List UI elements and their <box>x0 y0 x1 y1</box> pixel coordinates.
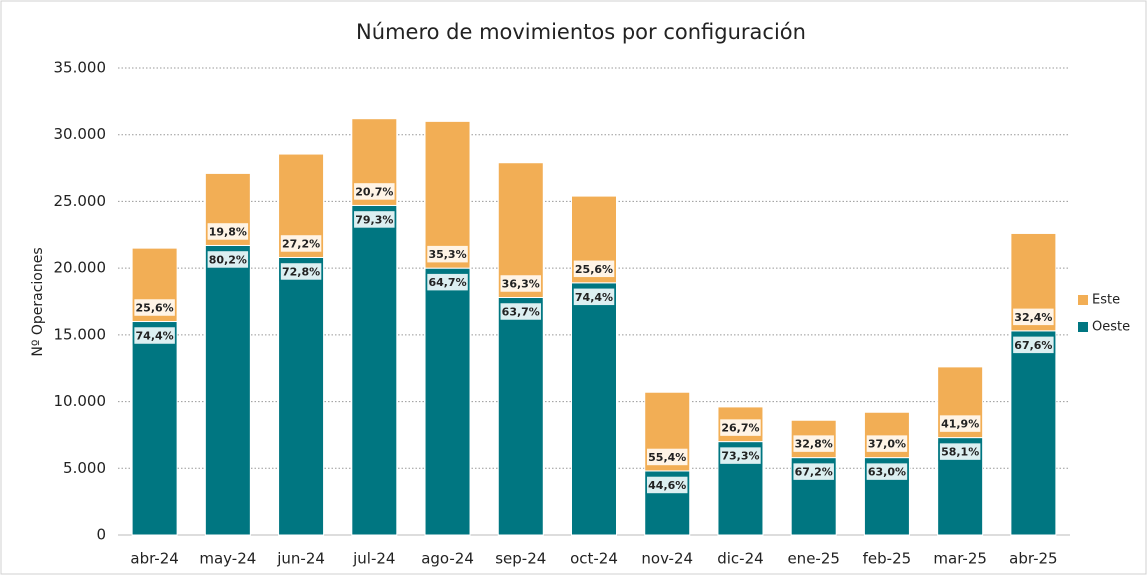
data-label-box <box>425 272 470 292</box>
bar-segment <box>424 120 471 269</box>
data-label: 63,7% <box>502 305 540 318</box>
y-tick-label: 30.000 <box>54 125 107 143</box>
data-label-box <box>1011 307 1056 327</box>
data-label-box <box>132 325 177 346</box>
data-label: 35,3% <box>428 248 466 261</box>
x-tick-label: nov-24 <box>641 550 693 568</box>
x-tick-label: abr-25 <box>1009 550 1057 568</box>
bar-segment <box>1010 330 1057 536</box>
data-label-box <box>938 413 982 434</box>
data-label-box <box>791 433 836 454</box>
bar-segment <box>351 204 398 536</box>
y-tick-label: 25.000 <box>54 192 107 210</box>
legend-swatch <box>1078 322 1088 332</box>
y-tick-label: 35.000 <box>54 59 107 77</box>
bar-segment <box>131 321 178 536</box>
y-tick-label: 15.000 <box>54 325 107 343</box>
bar-segment <box>278 256 325 536</box>
data-label: 32,4% <box>1014 311 1052 324</box>
data-label: 80,2% <box>209 253 247 266</box>
data-label: 63,0% <box>868 466 906 479</box>
data-label-box <box>499 273 543 294</box>
data-label: 67,6% <box>1014 339 1052 352</box>
y-tick-label: 0 <box>96 526 106 544</box>
data-label-box <box>572 287 616 307</box>
data-label: 64,7% <box>428 276 466 289</box>
legend-label: Este <box>1092 293 1120 308</box>
legend-label: Oeste <box>1092 320 1130 335</box>
data-label: 72,8% <box>282 265 320 278</box>
data-label: 19,8% <box>209 225 247 238</box>
x-tick-label: jun-24 <box>276 550 325 568</box>
bar-segment <box>204 244 251 536</box>
y-tick-label: 10.000 <box>54 392 107 410</box>
data-label: 41,9% <box>941 418 979 431</box>
data-label-box <box>352 181 397 202</box>
x-tick-label: dic-24 <box>717 550 763 568</box>
data-label-box <box>938 441 982 462</box>
data-label: 74,4% <box>136 330 174 343</box>
x-tick-label: jul-24 <box>352 550 395 568</box>
data-label-box <box>645 475 689 495</box>
data-label-box <box>425 244 470 264</box>
data-label: 55,4% <box>648 451 686 464</box>
data-label-box <box>132 297 177 318</box>
x-tick-label: sep-24 <box>495 550 546 568</box>
y-axis-title: Nº Operaciones <box>30 247 46 356</box>
data-label: 36,3% <box>502 277 540 290</box>
data-label: 20,7% <box>355 185 393 198</box>
data-label: 27,2% <box>282 237 320 250</box>
bar-segment <box>571 282 617 536</box>
data-label: 26,7% <box>721 422 759 435</box>
data-label-box <box>499 301 543 322</box>
data-label-box <box>1011 335 1056 355</box>
data-label-box <box>718 417 763 438</box>
data-label: 37,0% <box>868 438 906 451</box>
x-tick-label: mar-25 <box>933 550 987 568</box>
data-label-box <box>206 221 250 242</box>
data-label: 73,3% <box>721 450 759 463</box>
x-tick-label: feb-25 <box>863 550 912 568</box>
data-label: 79,3% <box>355 213 393 226</box>
bar-segment <box>424 267 471 536</box>
data-label: 67,2% <box>795 466 833 479</box>
legend-swatch <box>1078 295 1088 305</box>
x-tick-label: oct-24 <box>570 550 618 568</box>
data-label: 32,8% <box>795 438 833 451</box>
data-label-box <box>279 233 323 254</box>
x-tick-label: may-24 <box>199 550 256 568</box>
data-label: 74,4% <box>575 291 613 304</box>
data-label-box <box>352 209 397 230</box>
data-label-box <box>645 447 689 467</box>
x-tick-label: ene-25 <box>787 550 839 568</box>
data-label-box <box>865 461 909 482</box>
x-tick-label: abr-24 <box>130 550 178 568</box>
data-label: 25,6% <box>575 263 613 276</box>
bar-segment <box>497 296 544 536</box>
data-label-box <box>572 259 616 279</box>
data-label: 25,6% <box>136 302 174 315</box>
data-label-box <box>791 461 836 482</box>
y-tick-label: 5.000 <box>63 459 106 477</box>
x-tick-label: ago-24 <box>421 550 474 568</box>
y-tick-label: 20.000 <box>54 259 107 277</box>
chart-title: Número de movimientos por configuración <box>356 20 806 44</box>
data-label-box <box>206 249 250 270</box>
data-label: 44,6% <box>648 479 686 492</box>
data-label: 58,1% <box>941 446 979 459</box>
data-label-box <box>718 445 763 466</box>
data-label-box <box>279 261 323 282</box>
data-label-box <box>865 433 909 454</box>
